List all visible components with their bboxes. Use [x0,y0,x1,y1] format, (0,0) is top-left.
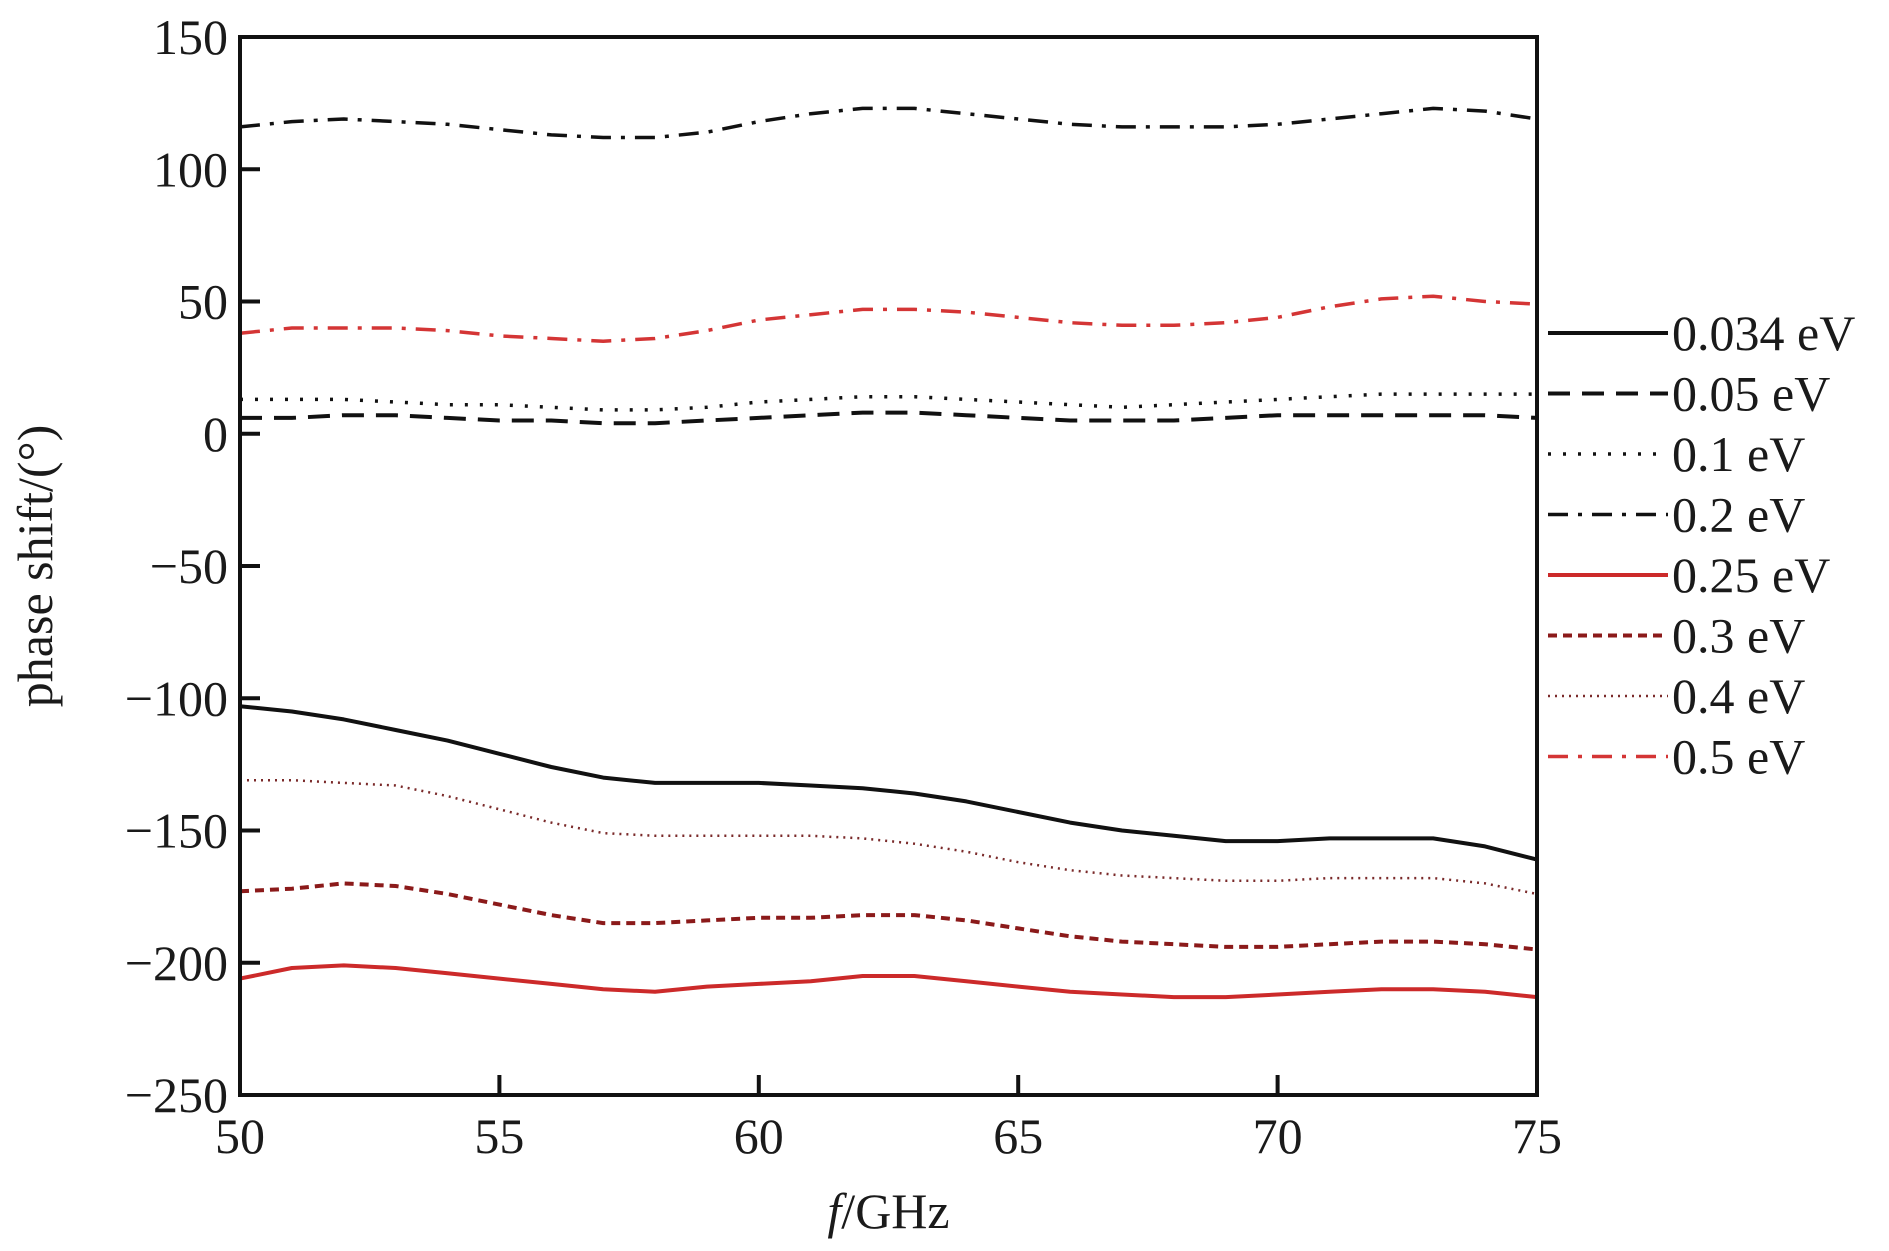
y-tick-label: −150 [125,803,228,859]
series-line-0-5-ev [239,294,1538,343]
x-tick-label: 50 [215,1108,265,1164]
legend-label-0-3-ev: 0.3 eV [1672,608,1805,664]
series-line-0-034-ev [239,704,1538,862]
legend-label-0-25-ev: 0.25 eV [1672,547,1830,603]
x-tick-label: 55 [474,1108,524,1164]
series-line-0-1-ev [240,392,1537,412]
series-line-0-25-ev [239,963,1538,1000]
y-tick-label: 0 [203,406,228,462]
y-tick-label: −100 [125,670,228,726]
y-tick-label: −200 [125,935,228,991]
series-layer [239,106,1538,1000]
legend-label-0-4-ev: 0.4 eV [1672,668,1805,724]
y-tick-label: −50 [150,538,228,594]
legend: 0.034 eV0.05 eV0.1 eV0.2 eV0.25 eV0.3 eV… [1548,305,1855,785]
legend-label-0-05-ev: 0.05 eV [1672,366,1830,422]
legend-label-0-5-ev: 0.5 eV [1672,729,1805,785]
y-tick-label: 150 [153,9,228,65]
legend-label-0-1-ev: 0.1 eV [1672,426,1805,482]
x-axis-title: f/GHz [827,1183,949,1239]
x-axis-title-unit: /GHz [841,1183,949,1239]
x-tick-label: 70 [1253,1108,1303,1164]
x-tick-label: 75 [1512,1108,1562,1164]
series-line-0-3-ev [239,881,1538,952]
y-tick-label: 50 [178,274,228,330]
y-tick-label: −250 [125,1067,228,1123]
legend-label-0-034-ev: 0.034 eV [1672,305,1855,361]
y-tick-label: 100 [153,141,228,197]
x-tick-label: 65 [993,1108,1043,1164]
series-line-0-4-ev [240,778,1538,896]
x-tick-label: 60 [734,1108,784,1164]
series-line-0-05-ev [240,410,1538,426]
plot-frame [238,35,1539,1097]
y-axis-title: phase shift/(°) [7,425,63,707]
legend-label-0-2-ev: 0.2 eV [1672,487,1805,543]
series-line-0-2-ev [239,106,1538,140]
axes-layer: 50 55 60 65 70 75 −250 −200 −150 −100 −50 0 50 100 150 [125,9,1562,1164]
